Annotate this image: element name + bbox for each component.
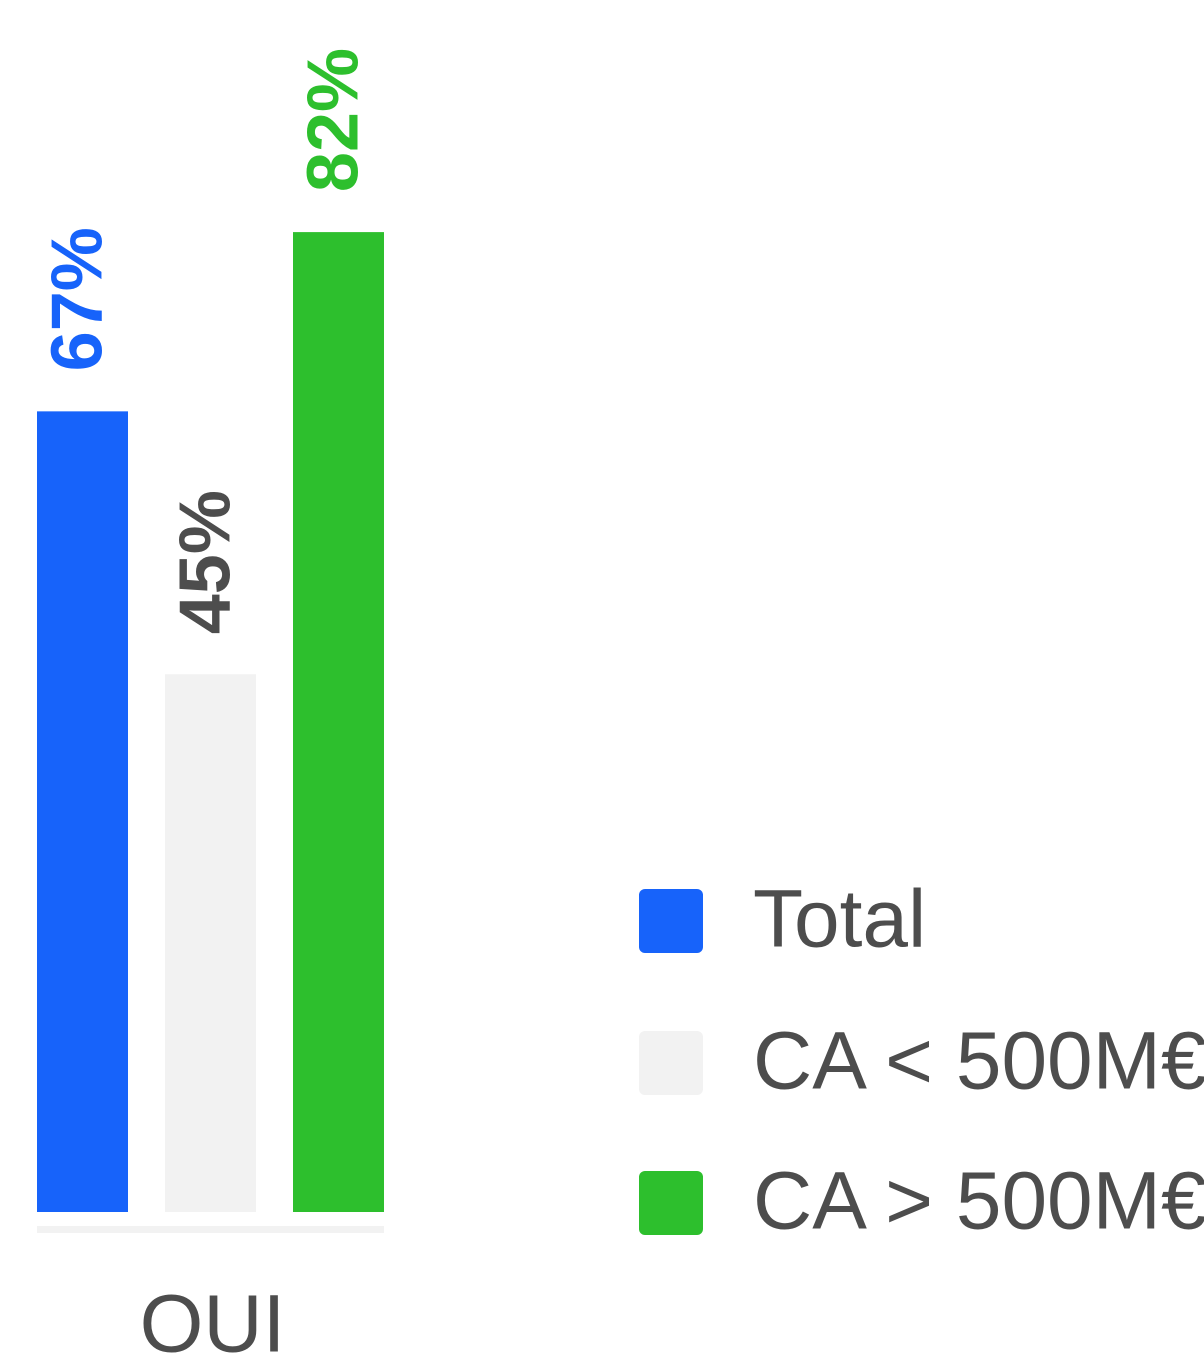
legend-label: CA < 500M€	[753, 1016, 1204, 1107]
value-label: 45%	[166, 490, 246, 634]
bar	[293, 232, 384, 1213]
value-label: 82%	[294, 48, 374, 192]
x-tick-label: OUI	[140, 1279, 286, 1364]
bar	[37, 411, 128, 1213]
value-label: 67%	[38, 227, 118, 371]
baseline	[37, 1226, 384, 1233]
legend-swatch	[639, 889, 703, 953]
legend-swatch	[639, 1031, 703, 1095]
legend-label: CA > 500M€	[753, 1156, 1204, 1247]
legend-swatch	[639, 1171, 703, 1235]
bar	[165, 674, 256, 1212]
legend-label: Total	[753, 874, 926, 965]
